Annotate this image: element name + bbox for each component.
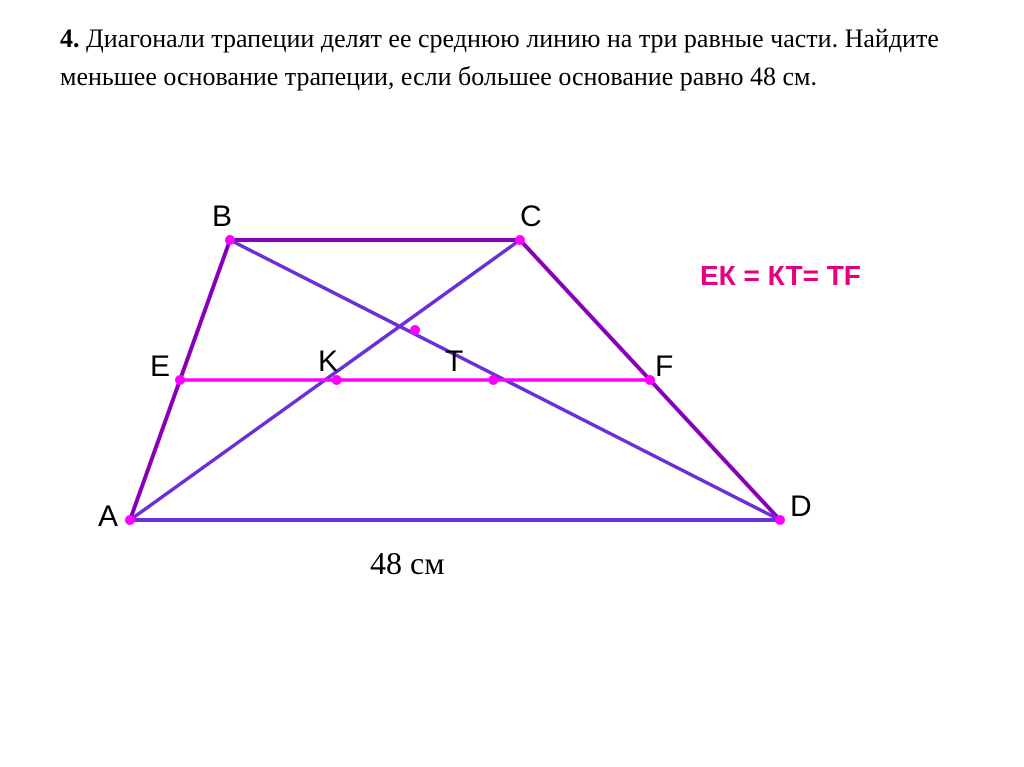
- point-T: [488, 375, 498, 385]
- label-A: A: [98, 500, 118, 534]
- diagram-svg: [90, 200, 890, 650]
- point-E: [175, 375, 185, 385]
- label-T: T: [445, 345, 463, 379]
- point-D: [775, 515, 785, 525]
- label-C: C: [520, 200, 542, 234]
- label-D: D: [790, 490, 812, 524]
- point-F: [645, 375, 655, 385]
- label-E: E: [150, 350, 170, 384]
- label-K: K: [318, 345, 338, 379]
- page: 4. Диагонали трапеции делят ее среднюю л…: [0, 0, 1024, 767]
- base-length-label: 48 см: [370, 545, 444, 582]
- point-B: [225, 235, 235, 245]
- problem-text: Диагонали трапеции делят ее среднюю лини…: [60, 24, 939, 91]
- label-F: F: [655, 350, 673, 384]
- point-C: [515, 235, 525, 245]
- point-intersection: [410, 325, 420, 335]
- geometry-diagram: A B C D E K T F 48 см: [90, 200, 890, 650]
- problem-number: 4.: [60, 24, 80, 53]
- label-B: B: [212, 200, 232, 234]
- problem-statement: 4. Диагонали трапеции делят ее среднюю л…: [60, 20, 940, 95]
- point-A: [125, 515, 135, 525]
